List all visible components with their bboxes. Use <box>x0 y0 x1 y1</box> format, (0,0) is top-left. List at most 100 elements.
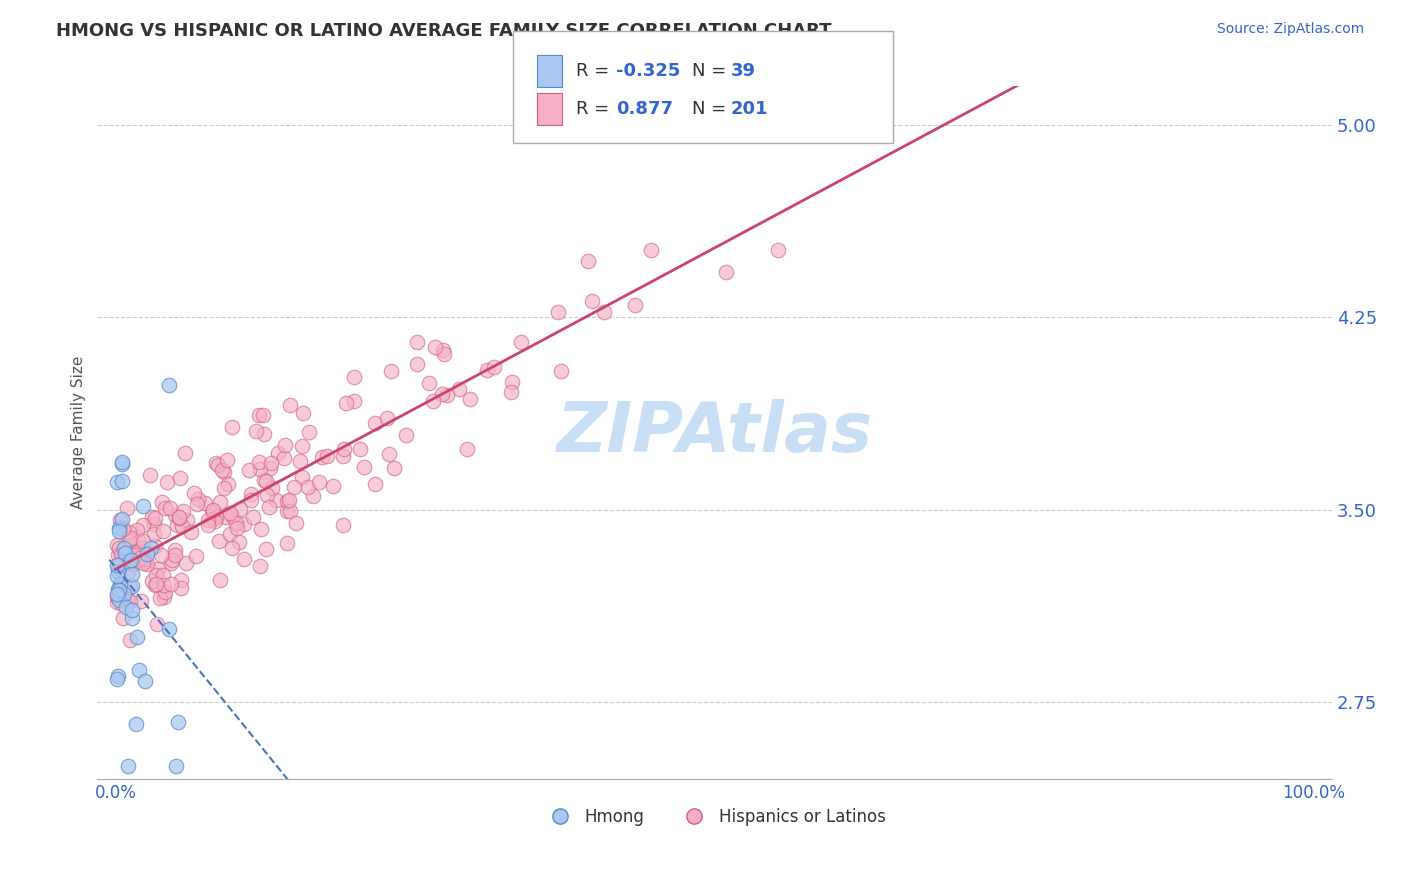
Point <box>121 611 143 625</box>
Point <box>315 449 337 463</box>
Point <box>298 425 321 440</box>
Point <box>131 533 153 548</box>
Point <box>215 510 238 524</box>
Text: HMONG VS HISPANIC OR LATINO AVERAGE FAMILY SIZE CORRELATION CHART: HMONG VS HISPANIC OR LATINO AVERAGE FAMI… <box>56 22 832 40</box>
Point <box>159 501 181 516</box>
Point <box>187 492 209 507</box>
Point <box>145 577 167 591</box>
Point <box>169 510 191 524</box>
Text: N =: N = <box>692 62 731 80</box>
Point <box>436 388 458 402</box>
Point <box>169 471 191 485</box>
Point <box>256 488 278 502</box>
Point <box>284 516 307 530</box>
Point <box>152 524 174 538</box>
Point <box>110 555 132 569</box>
Point <box>105 586 128 600</box>
Point <box>335 396 357 410</box>
Point <box>108 541 131 556</box>
Point <box>112 587 135 601</box>
Point <box>418 376 440 390</box>
Text: 201: 201 <box>731 100 769 118</box>
Point <box>141 509 163 524</box>
Point <box>247 408 270 422</box>
Point <box>145 617 167 632</box>
Point <box>501 375 523 389</box>
Point <box>276 535 298 549</box>
Point <box>201 512 224 526</box>
Point <box>225 521 247 535</box>
Point <box>134 674 156 689</box>
Point <box>152 568 174 582</box>
Point <box>118 524 141 539</box>
Point <box>118 594 141 608</box>
Point <box>160 553 183 567</box>
Y-axis label: Average Family Size: Average Family Size <box>72 356 86 509</box>
Point <box>253 473 276 487</box>
Point <box>208 573 231 587</box>
Point <box>186 497 208 511</box>
Point <box>267 445 290 459</box>
Point <box>432 387 454 401</box>
Point <box>128 663 150 677</box>
Point <box>120 580 142 594</box>
Point <box>264 492 287 507</box>
Point <box>201 503 224 517</box>
Point <box>217 453 239 467</box>
Point <box>499 384 522 399</box>
Point <box>117 759 139 773</box>
Point <box>204 510 226 524</box>
Point <box>155 500 177 515</box>
Point <box>167 714 190 729</box>
Point <box>131 541 153 556</box>
Point <box>125 524 148 538</box>
Point <box>204 456 226 470</box>
Point <box>547 305 569 319</box>
Point <box>172 504 194 518</box>
Point <box>165 759 187 773</box>
Point <box>204 514 226 528</box>
Point <box>576 254 599 268</box>
Point <box>308 475 330 489</box>
Text: R =: R = <box>576 100 616 118</box>
Point <box>111 597 134 611</box>
Point <box>107 564 129 578</box>
Text: N =: N = <box>692 100 731 118</box>
Point <box>152 590 174 604</box>
Point <box>125 716 148 731</box>
Point <box>581 294 603 309</box>
Point <box>211 463 233 477</box>
Point <box>249 558 271 573</box>
Point <box>343 369 366 384</box>
Point <box>121 567 143 582</box>
Point <box>139 467 162 482</box>
Point <box>108 577 131 591</box>
Point <box>290 469 312 483</box>
Point <box>624 298 647 312</box>
Point <box>125 545 148 559</box>
Point <box>112 541 135 555</box>
Point <box>118 633 141 648</box>
Point <box>212 465 235 479</box>
Point <box>141 574 163 588</box>
Point <box>121 552 143 566</box>
Point <box>153 578 176 592</box>
Point <box>105 672 128 686</box>
Point <box>380 364 402 378</box>
Point <box>422 394 444 409</box>
Point <box>349 442 371 456</box>
Point <box>163 548 186 562</box>
Point <box>134 554 156 568</box>
Point <box>301 489 323 503</box>
Point <box>121 603 143 617</box>
Point <box>157 622 180 636</box>
Point <box>160 556 183 570</box>
Point <box>291 405 314 419</box>
Point <box>174 556 197 570</box>
Point <box>110 580 132 594</box>
Point <box>107 669 129 683</box>
Point <box>170 581 193 595</box>
Point <box>132 551 155 566</box>
Point <box>160 576 183 591</box>
Point <box>283 480 305 494</box>
